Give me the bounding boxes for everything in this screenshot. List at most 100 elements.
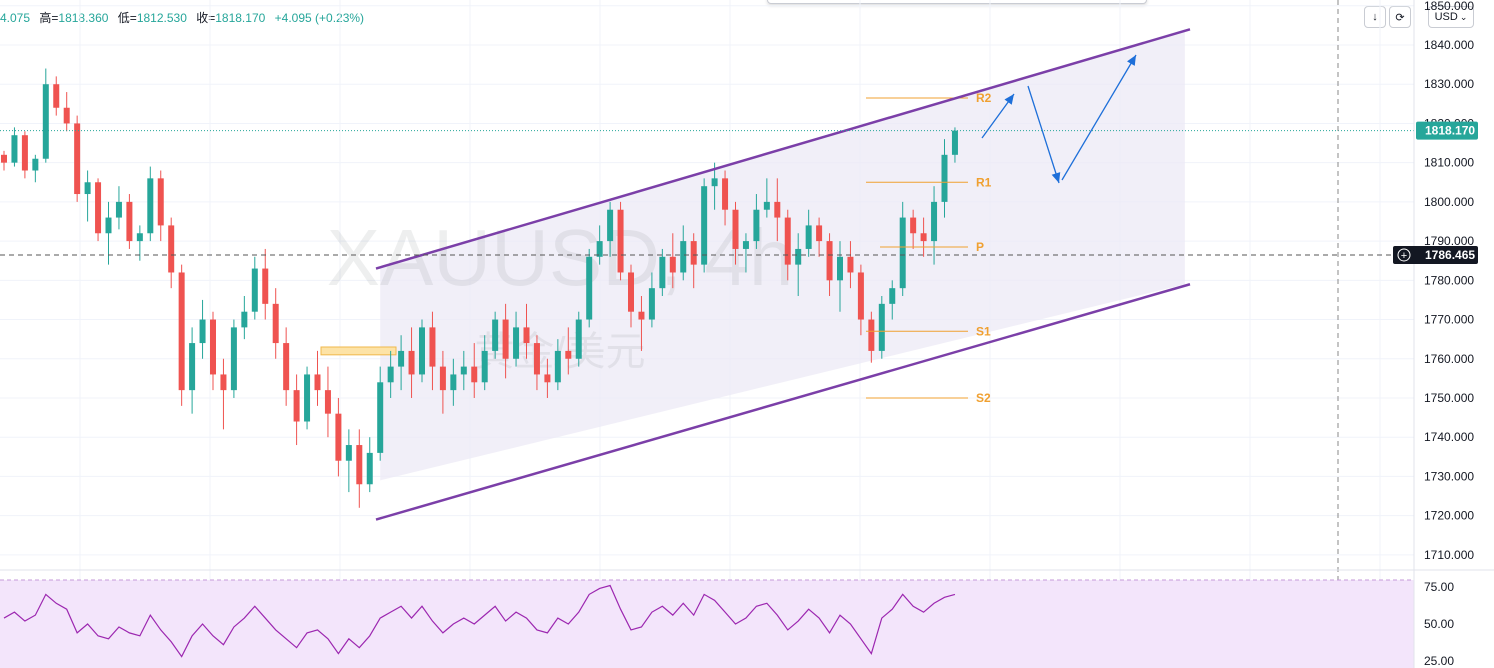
candle-body <box>596 241 603 257</box>
candle-body <box>105 217 112 234</box>
chevron-down-icon: ⌄ <box>1459 11 1468 22</box>
candle-body <box>324 390 331 414</box>
candle-body <box>565 350 572 359</box>
candle-body <box>345 445 352 461</box>
candle-body <box>283 343 290 391</box>
price-tick-label: 1710.000 <box>1424 548 1474 562</box>
candle-body <box>628 272 634 312</box>
crosshair-plus-glyph: + <box>1401 250 1407 262</box>
price-tick-label: 1740.000 <box>1424 430 1474 444</box>
candle-body <box>210 319 216 375</box>
candle-body <box>753 209 760 242</box>
price-tick-label: 1720.000 <box>1424 509 1474 523</box>
candle-body <box>910 217 917 234</box>
candle-body <box>899 217 906 289</box>
currency-select[interactable]: USD ⌄ <box>1428 6 1474 28</box>
candle-body <box>481 350 488 383</box>
candle-body <box>742 241 749 249</box>
channel-upper-line <box>375 28 1191 270</box>
candle-body <box>314 374 321 391</box>
arrow-up-2-head <box>1127 55 1136 66</box>
price-tick-label: 1850.000 <box>1424 0 1474 13</box>
candle-body <box>126 201 133 242</box>
candle-body <box>826 241 833 281</box>
channel-fill <box>380 29 1185 481</box>
rsi-pane <box>0 569 1494 668</box>
candle-body <box>178 272 185 391</box>
candle-body <box>377 382 384 453</box>
rsi-tick-label: 75.00 <box>1424 580 1454 594</box>
pivot-label-s1: S1 <box>976 324 991 338</box>
refresh-button[interactable]: ⟳ <box>1389 6 1411 28</box>
candle-body <box>115 201 122 218</box>
rsi-band <box>0 580 1414 668</box>
pivot-label-s2: S2 <box>976 391 991 405</box>
candle-body <box>763 201 770 210</box>
candle-body <box>648 288 655 320</box>
candle-body <box>492 319 499 351</box>
price-tick-label: 1730.000 <box>1424 469 1474 483</box>
candle-body <box>857 272 864 320</box>
low-value: 1812.530 <box>136 11 187 25</box>
low-label: 低= <box>117 11 137 25</box>
candle-body <box>471 366 478 383</box>
candle-body <box>931 201 938 242</box>
change-value: +4.095 (+0.23%) <box>274 11 365 25</box>
candle-body <box>868 319 875 351</box>
candle-body <box>419 327 425 375</box>
candle-body <box>690 241 697 265</box>
candle-body <box>147 178 154 234</box>
currency-label: USD <box>1434 11 1458 23</box>
candle-body <box>575 319 582 359</box>
candle-body <box>74 123 81 195</box>
candle-body <box>878 303 885 351</box>
candle-body <box>53 84 60 108</box>
pivot-label-p: P <box>976 240 984 254</box>
candle-body <box>638 311 645 320</box>
candle-body <box>533 343 540 375</box>
candle-body <box>941 154 948 202</box>
crosshair-price-tag <box>1393 245 1478 264</box>
candle-body <box>84 182 91 195</box>
rsi-tick-label: 25.00 <box>1424 654 1454 668</box>
forecast-arrows <box>981 54 1137 184</box>
rsi-line <box>3 584 956 658</box>
candle-body <box>241 311 248 328</box>
candles <box>1 68 958 508</box>
candle-body <box>199 319 206 344</box>
candle-body <box>784 217 791 265</box>
candle-body <box>837 256 843 281</box>
channel-lines <box>375 28 1191 521</box>
price-lines <box>0 0 1414 668</box>
close-value: 1818.170 <box>215 11 266 25</box>
candle-body <box>920 233 927 242</box>
candle-body <box>42 84 49 159</box>
candle-body <box>168 225 175 273</box>
arrow-up-1-head <box>1004 94 1014 105</box>
price-tick-label: 1760.000 <box>1424 352 1474 366</box>
candle-body <box>304 374 311 422</box>
channel-lower-line <box>375 283 1191 521</box>
candle-body <box>680 241 687 273</box>
price-tick-label: 1780.000 <box>1424 273 1474 287</box>
candle-body <box>659 256 666 289</box>
candle-body <box>11 135 18 163</box>
candle-body <box>805 225 812 249</box>
candle-body <box>669 256 676 273</box>
price-tick-label: 1790.000 <box>1424 234 1474 248</box>
rsi-tick-label: 50.00 <box>1424 617 1454 631</box>
crosshair-plus-icon <box>1397 248 1411 262</box>
candle-body <box>544 374 551 383</box>
candle-body <box>251 268 258 312</box>
candle-body <box>366 452 373 485</box>
supply-zone <box>320 346 397 356</box>
candle-body <box>408 350 415 375</box>
supply-zone-rect <box>320 346 397 356</box>
candle-body <box>711 178 718 187</box>
price-tick-label: 1750.000 <box>1424 391 1474 405</box>
candle-body <box>816 225 823 242</box>
price-tick-label: 1810.000 <box>1424 156 1474 170</box>
candle-body <box>398 350 405 367</box>
